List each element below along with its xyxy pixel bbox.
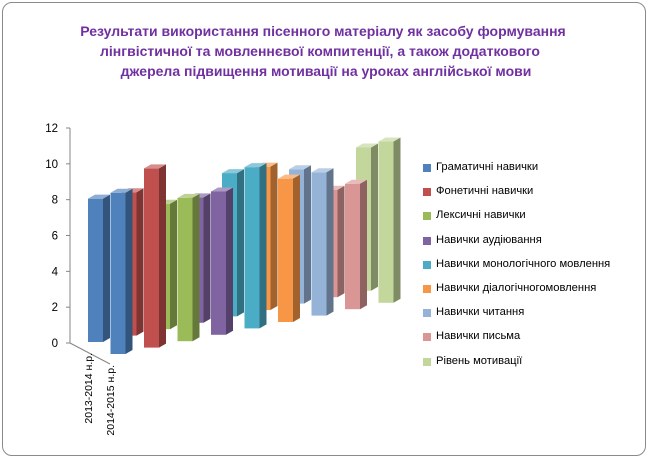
bar-side bbox=[170, 199, 177, 330]
bar-top bbox=[356, 143, 378, 148]
legend-label: Навички читання bbox=[436, 306, 525, 319]
bar-side bbox=[259, 163, 267, 329]
legend-item: Навички читання bbox=[423, 305, 638, 329]
bar-side bbox=[304, 165, 311, 304]
bar-side bbox=[270, 162, 278, 310]
legend-item: Навички аудіювання bbox=[423, 233, 638, 257]
x-axis-labels: 2013-2014 н.р. 2014-2015 н.р. bbox=[83, 353, 117, 436]
y-tick-label: 0 bbox=[52, 338, 58, 350]
bar-side bbox=[192, 193, 200, 342]
legend-label: Навички письма bbox=[436, 330, 521, 343]
bar bbox=[177, 193, 200, 342]
x-tick-label: 2014-2015 н.р. bbox=[105, 365, 117, 436]
bar-top bbox=[289, 165, 311, 170]
legend-swatch bbox=[423, 212, 431, 221]
bar bbox=[311, 168, 334, 316]
legend-item: Рівень мотивації bbox=[423, 354, 638, 378]
bar bbox=[144, 164, 166, 348]
chart-legend: Граматичні навички Фонетичні навички Лекси… bbox=[423, 160, 638, 378]
bar-side bbox=[337, 185, 345, 298]
bar-front bbox=[177, 197, 193, 342]
bar-front bbox=[278, 178, 293, 322]
x-tick-label: 2013-2014 н.р. bbox=[83, 353, 95, 424]
bar-front bbox=[211, 191, 226, 335]
bar-top bbox=[144, 164, 166, 169]
legend-swatch bbox=[423, 357, 431, 366]
bars bbox=[88, 137, 401, 354]
bar-top bbox=[211, 187, 233, 192]
legend-label: Навички монологічного мовлення bbox=[436, 257, 611, 270]
chart-title: Результати використання пісенного матері… bbox=[3, 21, 645, 81]
bar-side bbox=[103, 194, 110, 342]
chart-title-line-1: Результати використання пісенного матері… bbox=[80, 23, 566, 39]
bar-front bbox=[144, 168, 159, 348]
legend-swatch bbox=[423, 284, 431, 293]
bar bbox=[278, 174, 300, 322]
bar-side bbox=[326, 168, 334, 316]
bar bbox=[244, 163, 267, 329]
bar-top bbox=[177, 193, 200, 198]
bar bbox=[110, 188, 133, 354]
bar-top bbox=[110, 188, 133, 193]
legend-swatch bbox=[423, 188, 431, 197]
bar-top bbox=[311, 168, 334, 173]
bar-top bbox=[244, 163, 267, 168]
bar-side bbox=[371, 143, 378, 291]
bar-side bbox=[237, 169, 244, 317]
bar-top bbox=[378, 137, 401, 142]
legend-label: Граматичні навички bbox=[436, 161, 539, 173]
bar-top bbox=[278, 174, 300, 179]
legend-swatch bbox=[423, 164, 431, 172]
bar-front bbox=[244, 167, 260, 329]
legend-item: Граматичні навички bbox=[423, 160, 638, 184]
bar-side bbox=[125, 188, 133, 354]
bar-side bbox=[293, 174, 300, 322]
bar-top bbox=[222, 169, 244, 174]
y-tick-label: 2 bbox=[52, 302, 58, 314]
bar-front bbox=[311, 172, 327, 316]
legend-label: Навички аудіювання bbox=[436, 233, 542, 246]
legend-item: Навички діалогічногомовлення bbox=[423, 281, 638, 305]
legend-swatch bbox=[423, 333, 431, 342]
bar-top bbox=[345, 179, 367, 184]
bar-side bbox=[226, 187, 233, 335]
bar bbox=[88, 194, 110, 342]
bar-side bbox=[159, 164, 166, 348]
legend-item: Навички монологічного мовлення bbox=[423, 257, 638, 281]
legend-item: Фонетичні навички bbox=[423, 184, 638, 208]
x-axis-line bbox=[69, 342, 111, 365]
bar-side bbox=[136, 188, 144, 336]
bar-side bbox=[360, 179, 367, 310]
legend-label: Фонетичні навички bbox=[436, 185, 534, 198]
y-tick-label: 4 bbox=[52, 266, 59, 278]
bar-front bbox=[110, 192, 126, 354]
bar-side bbox=[203, 193, 211, 323]
chart-title-line-2: лінгвістичної та мовленнєвої компитенції… bbox=[100, 43, 540, 59]
legend-swatch bbox=[423, 236, 431, 245]
bar bbox=[378, 137, 401, 303]
legend-label: Лексичні навички bbox=[436, 209, 526, 222]
legend-label: Рівень мотивації bbox=[436, 354, 523, 367]
y-tick-label: 8 bbox=[52, 195, 58, 207]
legend-swatch bbox=[423, 309, 431, 318]
bar-front bbox=[378, 141, 394, 303]
bar bbox=[211, 187, 233, 335]
y-tick-label: 12 bbox=[45, 123, 58, 135]
legend-swatch bbox=[423, 260, 431, 269]
legend-label: Навички діалогічногомовлення bbox=[436, 281, 597, 294]
y-tick-label: 6 bbox=[52, 231, 58, 243]
bar bbox=[345, 179, 367, 310]
bar-top bbox=[88, 194, 110, 199]
y-tick-label: 10 bbox=[45, 159, 58, 171]
legend-item: Навички письма bbox=[423, 329, 638, 353]
legend-item: Лексичні навички bbox=[423, 208, 638, 232]
bar-front bbox=[345, 183, 360, 310]
chart-title-line-3: джерела підвищення мотивації на уроках а… bbox=[120, 63, 532, 79]
bar-front bbox=[88, 198, 103, 342]
bar-side bbox=[393, 137, 401, 303]
y-axis: 0 2 4 6 8 10 12 bbox=[45, 123, 111, 365]
